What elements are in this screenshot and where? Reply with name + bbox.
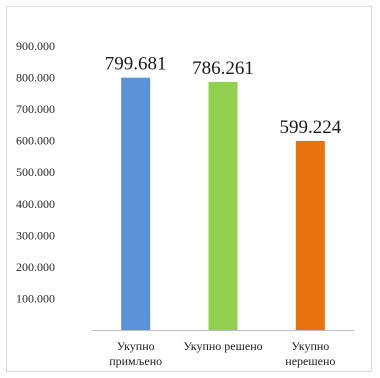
category-label-line: нерешено: [285, 354, 335, 368]
y-tick-label: 400.000: [16, 197, 55, 211]
y-tick-label: 100.000: [16, 291, 55, 305]
chart-frame: [6, 6, 372, 372]
y-tick-label: 200.000: [16, 260, 55, 274]
data-label-3: 599.224: [279, 117, 341, 138]
category-label-line: Укупно: [117, 339, 155, 353]
y-axis-ticks: 100.000 200.000 300.000 400.000 500.000 600.0…: [16, 39, 55, 305]
y-tick-label: 800.000: [16, 71, 55, 85]
data-label-1: 799.681: [105, 54, 167, 75]
category-label-line: Укупно решено: [183, 339, 262, 353]
y-tick-label: 300.000: [16, 228, 55, 242]
y-tick-label: 900.000: [16, 39, 55, 53]
y-tick-label: 500.000: [16, 165, 55, 179]
bar-1: [121, 77, 151, 330]
bars: [121, 77, 325, 330]
bar-2: [208, 81, 238, 330]
category-label-2: Укупно решено: [183, 339, 262, 353]
data-labels: 799.681 786.261 599.224: [105, 54, 342, 138]
category-label-1: Укупно примљено: [109, 339, 162, 368]
category-label-line: примљено: [109, 354, 162, 368]
y-tick-label: 700.000: [16, 102, 55, 116]
category-label-3: Укупно нерешено: [285, 339, 335, 368]
category-label-line: Укупно: [291, 339, 329, 353]
y-tick-label: 600.000: [16, 134, 55, 148]
data-label-2: 786.261: [192, 58, 254, 79]
bar-3: [295, 140, 325, 330]
